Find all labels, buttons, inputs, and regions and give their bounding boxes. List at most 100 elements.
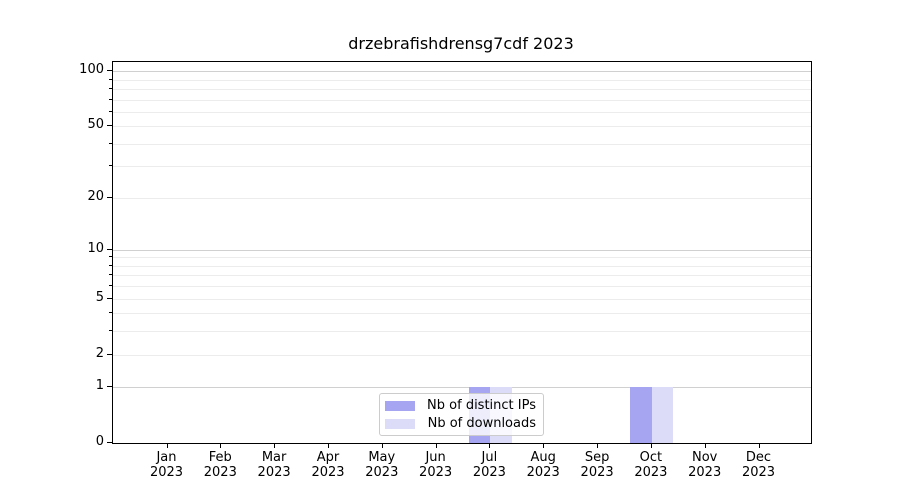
gridline-minor: [113, 265, 811, 267]
x-tick-year: 2023: [365, 465, 399, 480]
x-tick-month: Jan: [156, 450, 177, 465]
x-tick-mark: [274, 443, 276, 448]
y-tick-label: 1: [95, 378, 104, 394]
y-minor-tick-mark: [109, 87, 112, 89]
plot-area: [112, 61, 812, 444]
x-tick-mark: [381, 443, 383, 448]
y-tick-label: 50: [87, 117, 104, 133]
x-tick-year: 2023: [257, 465, 291, 480]
y-minor-tick-mark: [109, 330, 112, 332]
x-tick-year: 2023: [311, 465, 345, 480]
x-tick-year: 2023: [203, 465, 237, 480]
x-tick-mark: [489, 443, 491, 448]
chart-title: drzebrafishdrensg7cdf 2023: [348, 34, 574, 53]
y-tick-mark: [107, 70, 112, 71]
y-tick-mark: [107, 297, 112, 299]
legend: Nb of distinct IPs Nb of downloads: [379, 393, 544, 436]
gridline-minor: [113, 111, 811, 113]
gridline-major: [113, 387, 811, 389]
x-tick-month: Apr: [316, 450, 340, 465]
x-tick-mark: [220, 443, 222, 448]
y-tick-mark: [107, 353, 112, 355]
bar-downloads-oct: [651, 387, 674, 443]
x-tick-year: 2023: [526, 465, 560, 480]
x-tick-label-jun: Jun 2023: [407, 450, 465, 480]
x-tick-label-dec: Dec 2023: [730, 450, 788, 480]
x-tick-label-oct: Oct 2023: [622, 450, 680, 480]
x-tick-label-nov: Nov 2023: [676, 450, 734, 480]
y-minor-tick-mark: [109, 312, 112, 314]
gridline-major: [113, 71, 811, 72]
y-minor-tick-mark: [109, 165, 112, 167]
x-tick-label-feb: Feb 2023: [191, 450, 249, 480]
gridline-minor: [113, 257, 811, 259]
x-tick-year: 2023: [688, 465, 722, 480]
y-minor-tick-mark: [109, 78, 112, 80]
x-tick-label-jul: Jul 2023: [460, 450, 518, 480]
x-tick-mark: [328, 443, 329, 448]
x-tick-month: Dec: [745, 450, 772, 465]
x-tick-month: Feb: [208, 450, 232, 465]
x-tick-label-mar: Mar 2023: [245, 450, 303, 480]
legend-swatch-downloads: [385, 418, 415, 429]
gridline-minor: [113, 275, 811, 277]
bar-distinct-ips-oct: [630, 387, 652, 443]
y-tick-mark: [107, 248, 112, 250]
gridline-minor: [113, 197, 811, 199]
y-tick-label: 2: [95, 345, 104, 361]
x-tick-mark: [758, 443, 760, 448]
y-tick-label: 0: [95, 434, 104, 449]
gridline-minor: [113, 298, 811, 300]
gridline-minor: [113, 313, 811, 315]
x-tick-month: Jun: [425, 450, 446, 465]
y-tick-mark: [107, 196, 112, 198]
gridline-minor: [113, 354, 811, 356]
legend-item-distinct-ips: Nb of distinct IPs: [385, 397, 536, 415]
x-tick-month: Sep: [584, 450, 610, 465]
x-tick-mark: [597, 443, 599, 448]
x-tick-label-jan: Jan 2023: [138, 450, 196, 480]
x-tick-month: Aug: [530, 450, 556, 465]
legend-item-downloads: Nb of downloads: [385, 415, 536, 433]
x-tick-label-sep: Sep 2023: [568, 450, 626, 480]
y-minor-tick-mark: [109, 264, 112, 266]
x-tick-mark: [166, 443, 168, 448]
y-tick-mark: [107, 386, 112, 388]
y-tick-label: 10: [87, 240, 104, 256]
x-tick-mark: [435, 443, 437, 448]
gridline-minor: [113, 166, 811, 168]
y-minor-tick-mark: [109, 110, 112, 112]
y-minor-tick-mark: [109, 142, 112, 144]
x-tick-month: May: [368, 450, 396, 465]
x-tick-year: 2023: [472, 465, 506, 480]
x-tick-year: 2023: [149, 465, 184, 480]
x-tick-label-may: May 2023: [353, 450, 411, 480]
y-tick-label: 5: [95, 289, 104, 305]
gridline-minor: [113, 79, 811, 81]
x-tick-year: 2023: [419, 465, 453, 480]
legend-label-downloads: Nb of downloads: [427, 416, 536, 431]
y-tick-label: 20: [87, 188, 104, 204]
y-minor-tick-mark: [109, 98, 112, 100]
x-tick-year: 2023: [580, 465, 614, 480]
x-tick-mark: [543, 443, 545, 448]
gridline-minor: [113, 99, 811, 101]
x-tick-month: Nov: [692, 450, 718, 465]
x-tick-year: 2023: [741, 465, 776, 480]
y-minor-tick-mark: [109, 274, 112, 276]
gridline-major: [113, 249, 811, 251]
x-tick-label-apr: Apr 2023: [299, 450, 357, 480]
x-tick-mark: [650, 443, 652, 448]
gridline-minor: [113, 143, 811, 145]
legend-swatch-distinct-ips: [385, 400, 415, 411]
y-tick-label: 100: [79, 62, 104, 77]
y-tick-mark: [107, 442, 112, 443]
y-minor-tick-mark: [109, 256, 112, 258]
gridline-minor: [113, 331, 811, 333]
gridline-minor: [113, 88, 811, 90]
y-tick-mark: [107, 125, 112, 127]
x-tick-month: Mar: [261, 450, 287, 465]
x-tick-year: 2023: [634, 465, 668, 480]
x-tick-month: Oct: [639, 450, 663, 465]
